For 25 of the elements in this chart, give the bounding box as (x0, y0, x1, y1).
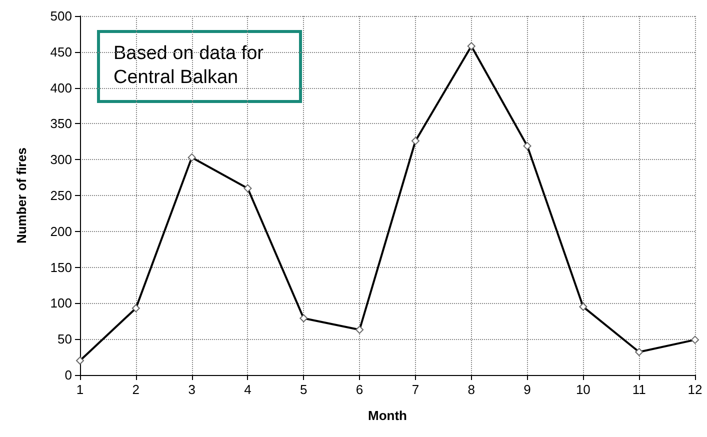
y-tick-label: 450 (50, 44, 72, 60)
y-tick-label: 500 (50, 8, 72, 24)
y-tick-label: 200 (50, 224, 72, 239)
x-tick-label: 3 (188, 382, 196, 397)
y-tick-label: 0 (64, 368, 72, 382)
x-tick-label: 2 (132, 382, 140, 397)
y-axis-title: Number of fires (14, 147, 29, 244)
y-tick-label: 150 (50, 260, 72, 275)
y-tick-label: 400 (50, 80, 72, 96)
x-tick-label: 1 (76, 382, 84, 397)
x-tick-label: 9 (524, 382, 531, 397)
x-tick-label: 5 (300, 382, 308, 397)
y-tick-label: 250 (50, 188, 72, 203)
x-tick-label: 4 (244, 382, 252, 397)
x-axis-title: Month (368, 408, 408, 423)
y-tick-label: 50 (58, 332, 72, 347)
y-tick-label: 300 (50, 152, 72, 168)
x-tick-label: 10 (576, 382, 590, 397)
x-tick-label: 8 (468, 382, 475, 397)
y-tick-label: 100 (50, 296, 72, 311)
y-tick-label: 350 (50, 116, 72, 132)
x-tick-label: 12 (688, 382, 702, 397)
x-tick-label: 7 (412, 382, 420, 397)
x-tick-label: 11 (632, 382, 646, 397)
x-tick-label: 6 (356, 382, 364, 397)
